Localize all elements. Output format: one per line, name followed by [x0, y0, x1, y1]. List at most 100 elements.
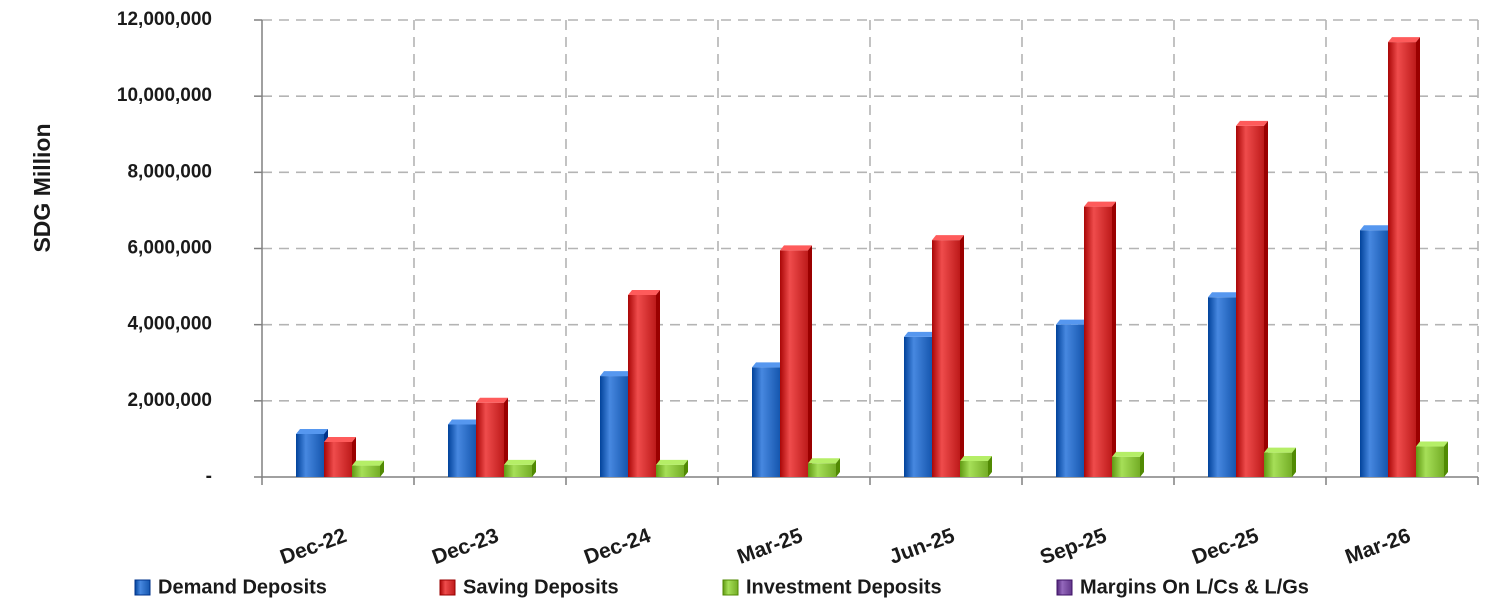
- bar-body: [656, 464, 684, 477]
- bar-top: [1416, 441, 1448, 447]
- bar: [1360, 225, 1392, 477]
- bar-side: [836, 458, 840, 477]
- bar: [1388, 37, 1420, 478]
- bar-side: [1416, 37, 1420, 478]
- bar: [1264, 447, 1296, 477]
- bar-body: [1056, 324, 1084, 477]
- bar: [656, 459, 688, 477]
- bar-top: [448, 419, 480, 425]
- bar-side: [1112, 201, 1116, 477]
- bar: [1112, 451, 1144, 477]
- bar: [448, 419, 480, 477]
- bar-top: [504, 459, 536, 465]
- bar: [1236, 120, 1268, 477]
- bar-side: [1292, 447, 1296, 477]
- bar-body: [960, 461, 988, 477]
- y-tick-label: 10,000,000: [117, 85, 212, 106]
- y-tick-label: 4,000,000: [127, 314, 212, 335]
- bar: [1208, 292, 1240, 477]
- bar-top: [1084, 201, 1116, 207]
- legend: Demand Deposits Saving Deposits Investment…: [134, 576, 1309, 598]
- legend-label: Saving Deposits: [463, 576, 619, 598]
- bar-body: [904, 336, 932, 477]
- x-tick-label: Dec-23: [429, 524, 502, 569]
- bar-side: [380, 460, 384, 477]
- bar-top: [932, 235, 964, 241]
- bar-top: [1264, 447, 1296, 453]
- bar: [476, 397, 508, 477]
- bar-side: [1444, 441, 1448, 477]
- bar-top: [656, 459, 688, 465]
- bar-side: [808, 245, 812, 477]
- x-tick-label: Sep-25: [1037, 524, 1110, 569]
- legend-item: Demand Deposits: [134, 576, 327, 598]
- bar: [1084, 201, 1116, 477]
- bar-top: [628, 289, 660, 295]
- bar-side: [1264, 120, 1268, 477]
- bar-top: [1056, 319, 1088, 325]
- bar: [628, 289, 660, 477]
- x-tick-label: Jun-25: [886, 524, 958, 569]
- bar-body: [600, 376, 628, 477]
- bar-top: [296, 428, 328, 434]
- bar-body: [780, 250, 808, 477]
- y-tick-label: 2,000,000: [127, 390, 212, 411]
- bar-side: [960, 235, 964, 477]
- bar-side: [684, 459, 688, 477]
- bar-side: [1140, 451, 1144, 477]
- bar: [808, 458, 840, 477]
- x-tick-label: Dec-22: [277, 524, 350, 569]
- bar-body: [1208, 297, 1236, 477]
- bar-side: [988, 456, 992, 477]
- bar-top: [476, 397, 508, 403]
- y-tick-label: 6,000,000: [127, 238, 212, 259]
- legend-label: Margins On L/Cs & L/Gs: [1080, 576, 1309, 598]
- bar-body: [296, 433, 324, 477]
- x-tick-label: Mar-25: [734, 524, 806, 569]
- legend-swatch: [134, 579, 151, 596]
- bar: [932, 235, 964, 477]
- legend-swatch: [722, 579, 739, 596]
- bar: [1056, 319, 1088, 477]
- bar: [504, 459, 536, 477]
- bar: [904, 331, 936, 477]
- x-tick-label: Dec-24: [581, 524, 654, 569]
- legend-label: Investment Deposits: [746, 576, 942, 598]
- bar-body: [476, 402, 504, 477]
- bar-top: [324, 436, 356, 442]
- legend-item: Investment Deposits: [722, 576, 942, 598]
- bar-side: [532, 459, 536, 477]
- bar-side: [656, 289, 660, 477]
- axes: [254, 19, 1479, 485]
- y-axis-label: SDG Million: [29, 123, 55, 252]
- bar-top: [1112, 451, 1144, 457]
- bar-top: [904, 331, 936, 337]
- bar: [352, 460, 384, 477]
- bar: [780, 245, 812, 477]
- x-tick-label: Dec-25: [1189, 524, 1262, 569]
- bar-body: [504, 464, 532, 477]
- y-tick-labels: - 2,000,000 4,000,000 6,000,000 8,000,000 10,…: [117, 9, 212, 487]
- bar-body: [448, 424, 476, 477]
- legend-swatch: [439, 579, 456, 596]
- x-tick-labels: Dec-22 Dec-23 Dec-24 Mar-25 Jun-25 Sep-25 Dec-…: [277, 524, 1414, 569]
- bar-top: [1360, 225, 1392, 231]
- bar: [960, 456, 992, 477]
- bar-top: [1208, 292, 1240, 298]
- bar-top: [752, 362, 784, 368]
- y-tick-label: -: [206, 466, 212, 487]
- bar-body: [752, 367, 780, 477]
- legend-swatch: [1056, 579, 1073, 596]
- bar-top: [808, 458, 840, 464]
- bar-body: [628, 294, 656, 477]
- y-tick-label: 8,000,000: [127, 161, 212, 182]
- bar-body: [1360, 230, 1388, 477]
- bar-top: [1236, 120, 1268, 126]
- bar-top: [1388, 37, 1420, 43]
- bar: [296, 428, 328, 477]
- bar-body: [1236, 125, 1264, 477]
- bar: [324, 436, 356, 477]
- legend-item: Saving Deposits: [439, 576, 619, 598]
